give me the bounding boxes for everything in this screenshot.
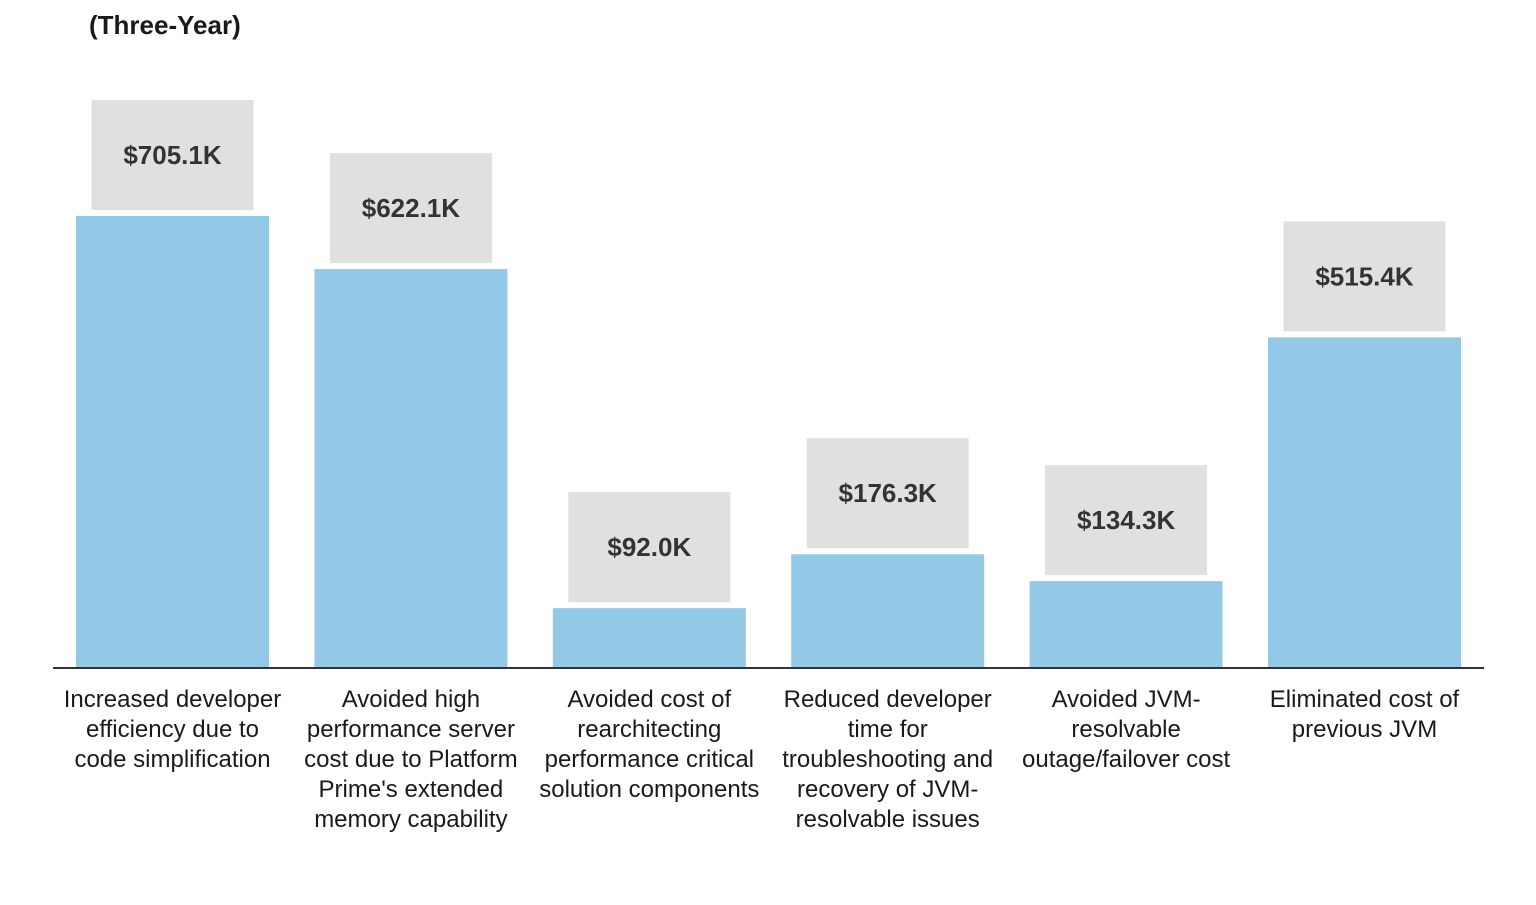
value-labels-group: $705.1K $622.1K $92.0K $176.3K $134.3K $515.4…: [91, 100, 1446, 603]
value-label-1: $705.1K: [123, 140, 222, 170]
category-label-3: Avoided cost of rearchitecting performance…: [539, 686, 759, 803]
category-label-2: Avoided high performance server cost due t…: [304, 686, 517, 833]
category-labels-group: Increased developer efficiency due to code…: [64, 686, 1460, 833]
category-label-line: Avoided cost of: [567, 686, 731, 713]
chart-title: (Three-Year): [89, 10, 241, 40]
category-label-line: memory capability: [314, 806, 507, 833]
category-label-line: efficiency due to: [86, 716, 259, 743]
value-label-4: $176.3K: [839, 478, 938, 508]
value-label-2: $622.1K: [362, 193, 461, 223]
value-label-box-1: [91, 100, 254, 210]
value-label-box-5: [1045, 465, 1208, 576]
category-label-line: previous JVM: [1292, 716, 1437, 743]
bar-6: [1268, 337, 1461, 667]
category-label-line: recovery of JVM-: [797, 776, 978, 803]
category-label-6: Eliminated cost of previous JVM: [1270, 686, 1460, 743]
category-label-line: resolvable issues: [796, 806, 980, 833]
value-label-3: $92.0K: [607, 532, 691, 562]
category-label-line: resolvable: [1071, 716, 1180, 743]
category-label-line: code simplification: [74, 746, 270, 773]
bars-group: [76, 216, 1461, 667]
bar-1: [76, 216, 269, 667]
category-label-line: Increased developer: [64, 686, 281, 713]
category-label-line: performance server: [307, 716, 515, 743]
value-label-box-3: [568, 492, 731, 603]
category-label-5: Avoided JVM-resolvable outage/failover co…: [1022, 686, 1230, 773]
category-label-1: Increased developer efficiency due to code…: [64, 686, 281, 773]
value-label-box-6: [1283, 221, 1446, 332]
category-label-line: Avoided high: [342, 686, 480, 713]
category-label-line: cost due to Platform: [304, 746, 517, 773]
category-label-line: Prime's extended: [319, 776, 504, 803]
category-label-line: outage/failover cost: [1022, 746, 1230, 773]
bar-3: [552, 608, 746, 667]
category-label-line: performance critical: [545, 746, 754, 773]
category-label-line: solution components: [539, 776, 759, 803]
category-label-line: Reduced developer: [784, 686, 992, 713]
category-label-line: rearchitecting: [577, 716, 721, 743]
category-label-line: troubleshooting and: [782, 746, 993, 773]
value-label-6: $515.4K: [1315, 261, 1414, 291]
bar-4: [791, 554, 985, 667]
value-label-box-2: [329, 153, 492, 264]
value-label-box-4: [806, 438, 969, 549]
category-label-line: Eliminated cost of: [1270, 686, 1460, 713]
value-label-5: $134.3K: [1077, 505, 1176, 535]
bar-2: [314, 269, 508, 667]
category-label-4: Reduced developer time for troubleshooting…: [782, 686, 993, 833]
category-label-line: Avoided JVM-: [1052, 686, 1201, 713]
category-label-line: time for: [848, 716, 928, 743]
bar-5: [1029, 581, 1223, 667]
